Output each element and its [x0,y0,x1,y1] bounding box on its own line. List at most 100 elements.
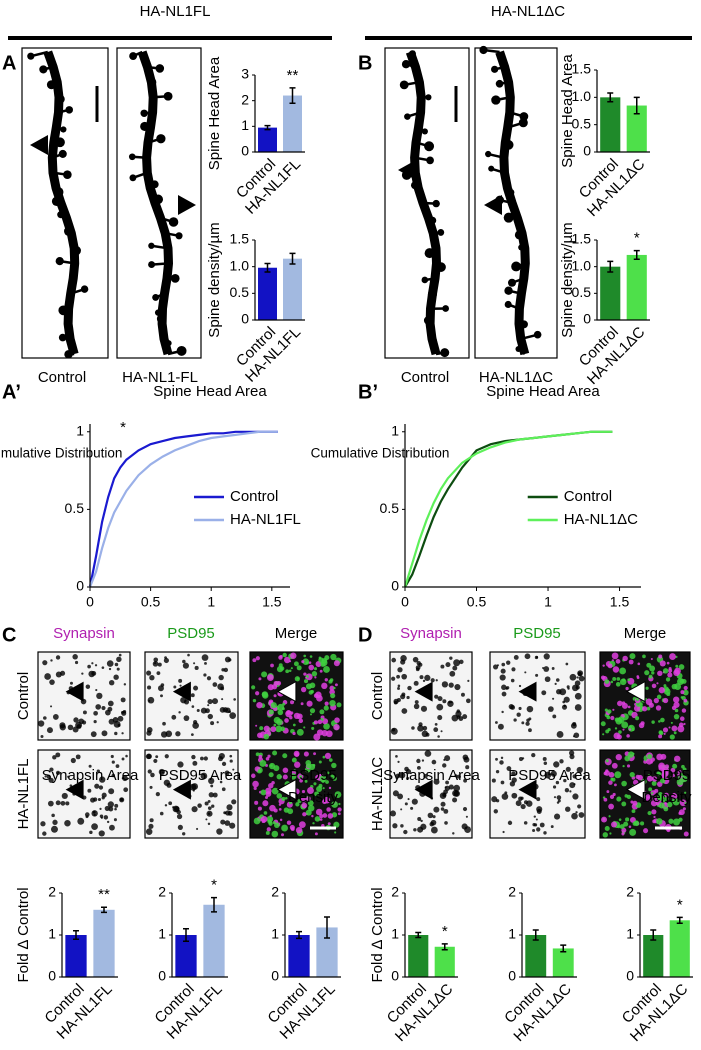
punctum [465,815,468,818]
punctum [52,714,59,720]
x-tick-label: 1 [544,594,552,610]
punctum [275,725,283,733]
punctum [208,792,214,798]
punctum [673,818,681,826]
punctum [218,674,224,681]
punctum [273,808,278,813]
punctum [50,659,53,662]
punctum [192,722,199,729]
punctum [603,797,608,802]
punctum [288,800,293,805]
punctum [513,655,519,660]
punctum [564,788,570,793]
punctum [265,831,270,835]
bar [643,935,664,977]
punctum [550,825,554,829]
punctum [297,798,302,804]
error-bar [532,929,539,941]
punctum [543,666,550,672]
punctum [403,829,408,835]
punctum [232,768,235,771]
punctum [615,659,621,664]
punctum [44,673,51,680]
punctum [308,661,312,664]
punctum [324,701,329,706]
punctum [270,726,277,733]
legend-label: Control [564,488,612,505]
punctum [327,813,334,819]
punctum [683,722,686,726]
punctum [268,783,274,789]
punctum [433,806,440,813]
column-label: Merge [275,625,318,642]
punctum [578,675,585,682]
bar [316,927,338,977]
punctum [629,725,632,729]
punctum [398,772,406,779]
spine-head [129,52,138,60]
punctum [501,710,504,714]
punctum [521,757,525,760]
punctum [608,815,611,818]
punctum [220,819,226,825]
punctum [252,699,257,703]
y-axis-label: Spine Head Area [206,56,223,170]
punctum [303,679,309,684]
punctum [229,712,237,719]
arrowhead [65,779,84,800]
punctum [397,760,400,763]
punctum [501,691,507,697]
arrowhead [30,135,48,155]
punctum [651,671,655,675]
punctum [255,724,258,727]
punctum [224,770,230,776]
y-axis-label: Spine Head Area [559,54,576,168]
punctum [146,730,152,736]
dendrite [405,50,441,356]
punctum [292,731,296,736]
significance: * [211,877,217,894]
punctum [543,653,550,660]
punctum [95,704,102,710]
punctum [255,752,260,757]
punctum [50,825,58,833]
punctum [400,824,404,828]
punctum [314,816,321,822]
punctum [664,802,667,805]
punctum [272,821,276,825]
punctum [656,682,659,685]
punctum [452,789,459,797]
punctum [279,818,283,822]
punctum [613,732,621,740]
punctum [655,705,662,711]
punctum [328,786,332,790]
punctum [267,684,274,691]
y-tick-label: 2 [391,884,399,900]
punctum [554,682,557,685]
punctum [535,818,538,821]
punctum [294,761,301,768]
chart-title: Synapsin Area [41,767,139,784]
punctum [391,657,397,663]
punctum [231,799,237,805]
punctum [309,655,313,658]
punctum [217,683,224,690]
punctum [200,756,204,761]
spine-head [128,153,136,161]
punctum [682,767,687,772]
spine-head [65,106,73,114]
punctum [606,790,610,794]
chart-title: PSD95 Density [287,767,339,806]
chart-title-box: PSD95 Area [508,767,591,784]
y-tick-label: 1.0 [230,257,250,273]
panel-letter: A [2,52,16,74]
punctum [262,800,269,807]
punctum [67,724,74,731]
punctum [629,771,635,778]
y-axis-label: Cumulative Distribution [311,446,450,461]
punctum [283,656,291,664]
punctum [173,685,177,689]
spine-head [148,242,155,249]
punctum [268,709,274,715]
punctum [662,767,669,775]
